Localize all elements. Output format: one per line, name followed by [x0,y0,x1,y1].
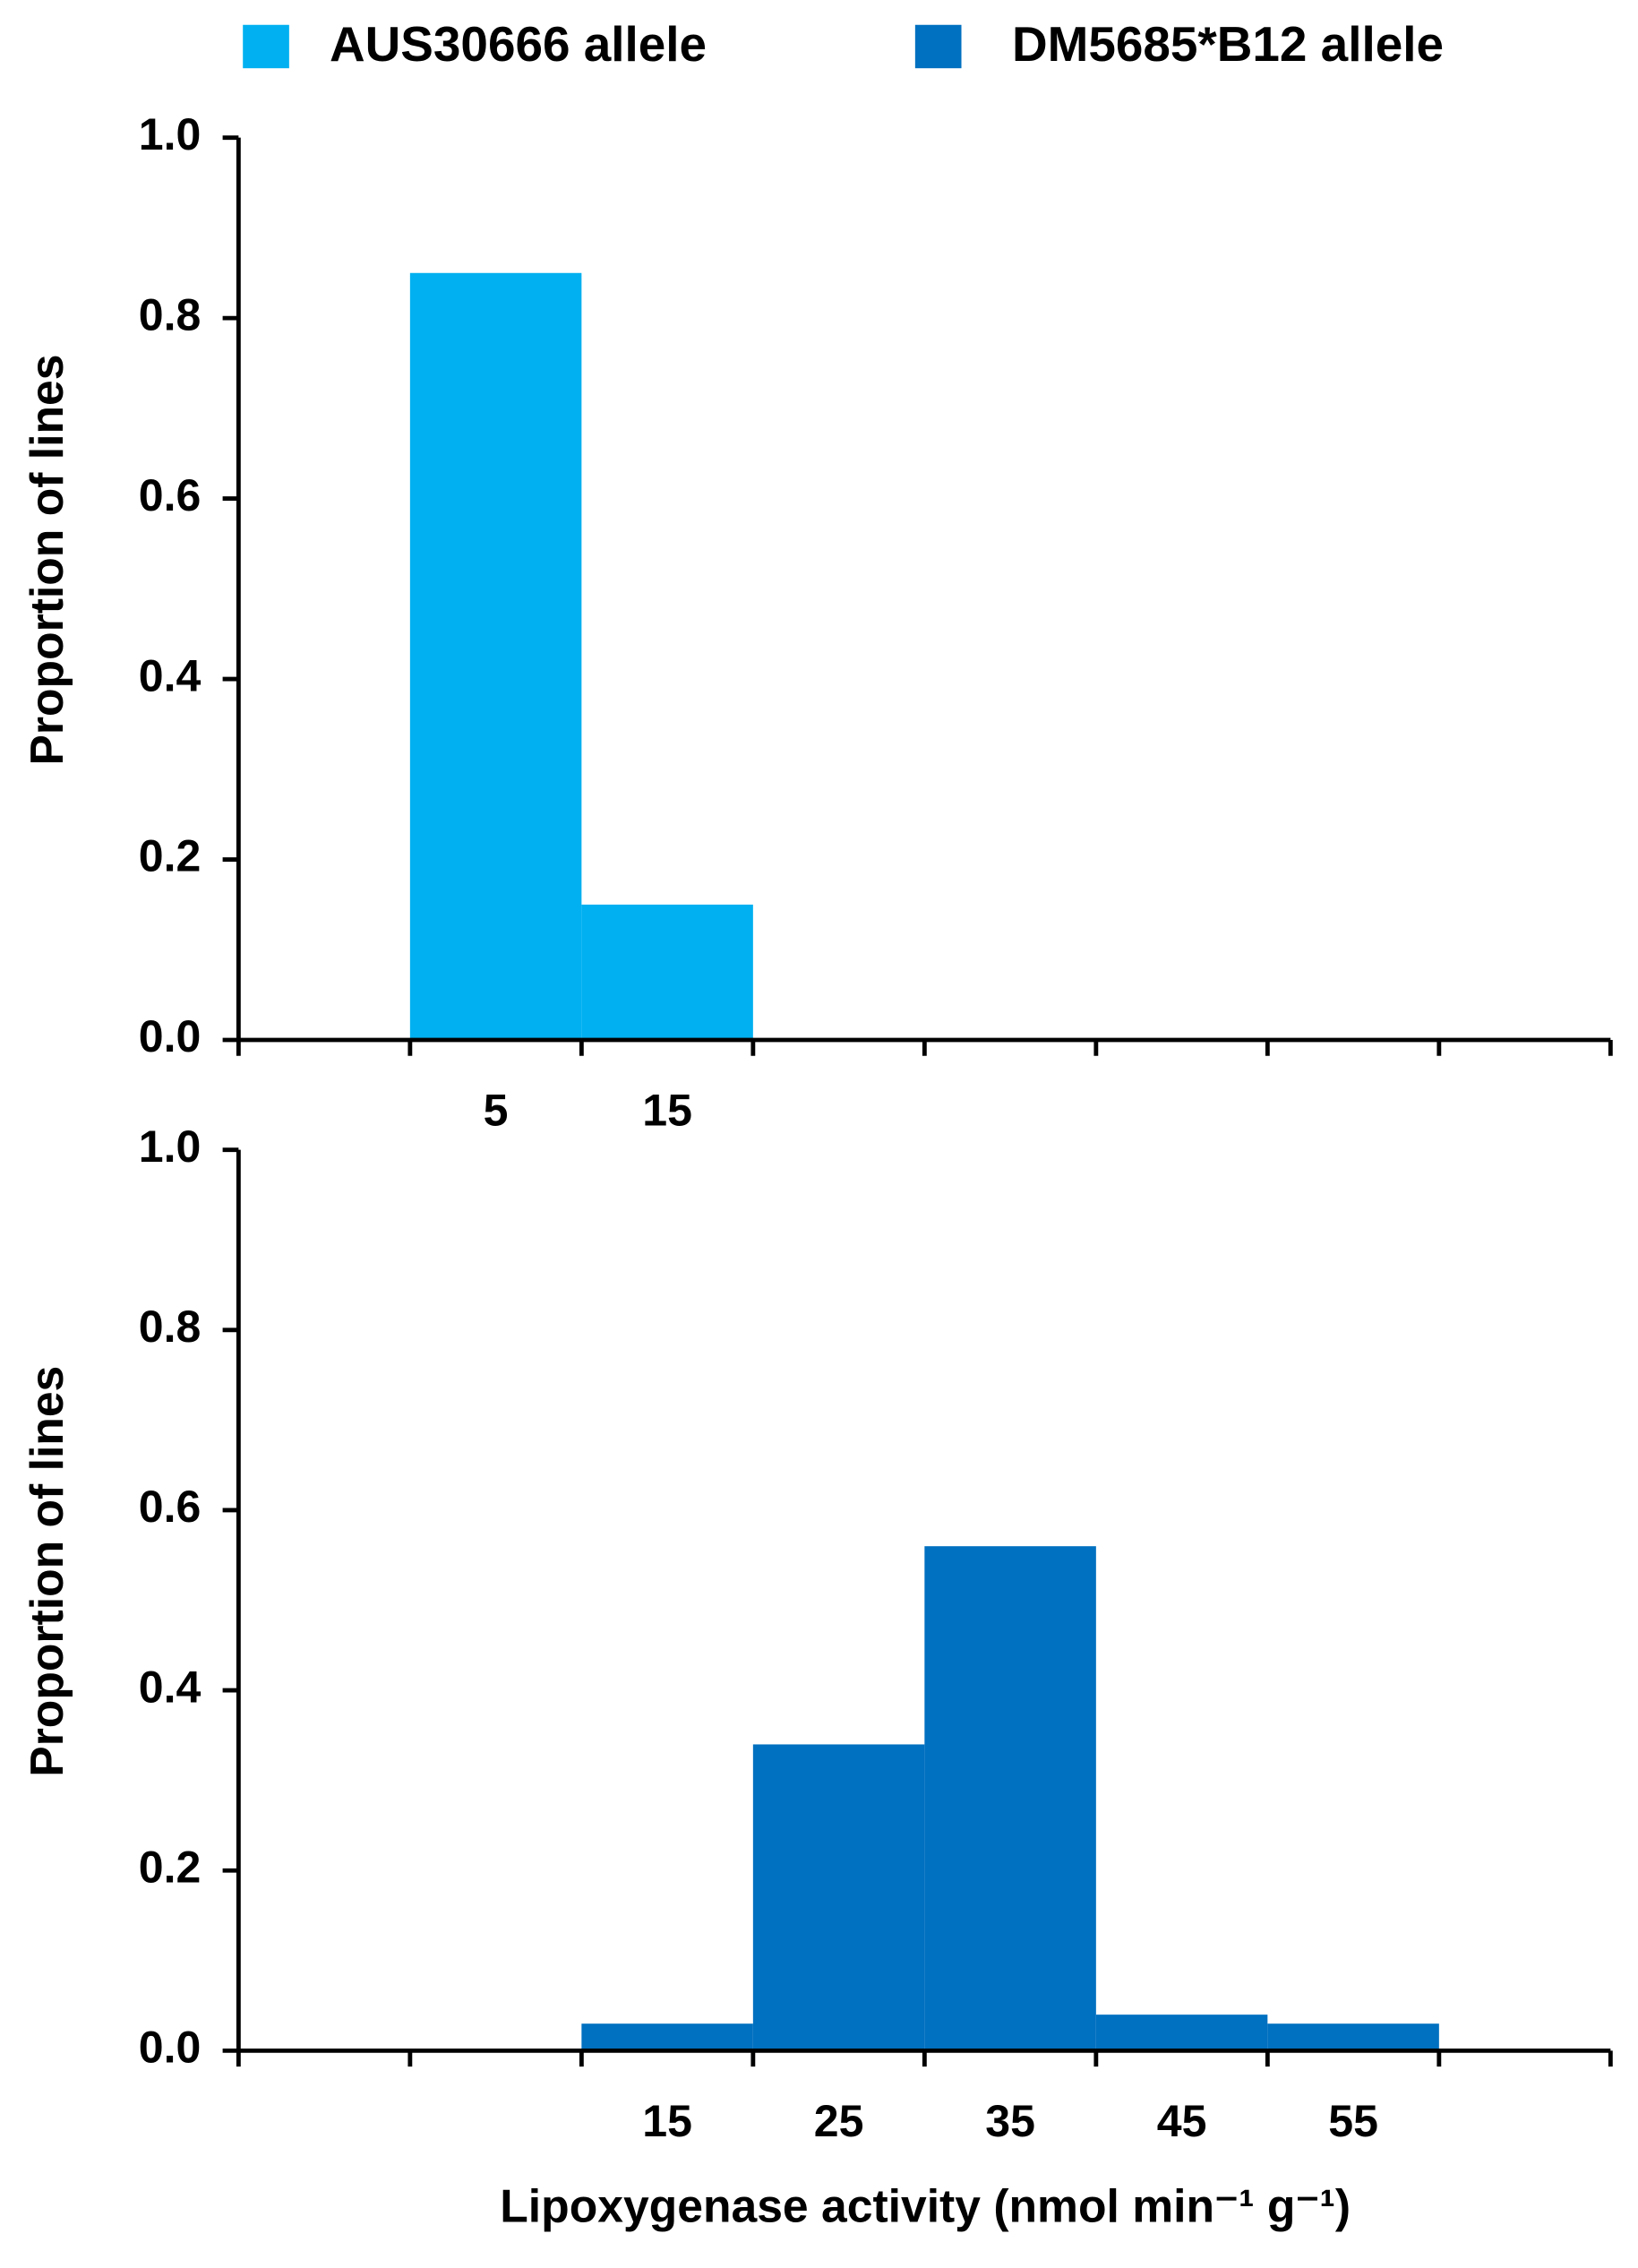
y-tick-label: 0.0 [139,2023,202,2073]
y-tick-label: 0.6 [139,470,202,520]
bar [924,1546,1096,2051]
legend-swatch [914,24,962,69]
legend-label: DM5685*B12 allele [1012,16,1444,72]
y-tick-label: 1.0 [139,1121,202,1172]
x-tick-label: 15 [642,2096,692,2146]
y-axis-label: Proportion of lines [21,1366,73,1777]
x-tick-label: 15 [642,1086,692,1136]
y-tick-label: 0.6 [139,1482,202,1532]
x-axis-label: Lipoxygenase activity (nmol min⁻¹ g⁻¹) [500,2180,1351,2232]
bar [409,272,582,1040]
y-axis-label: Proportion of lines [21,355,73,766]
x-tick-label: 55 [1328,2096,1378,2146]
y-tick-label: 0.8 [139,1302,202,1352]
bar [752,1744,925,2051]
y-tick-label: 0.4 [139,1662,202,1712]
x-tick-label: 5 [484,1086,509,1136]
bar [1267,2023,1439,2051]
bar [581,904,753,1040]
bar [581,2023,753,2051]
y-tick-label: 0.2 [139,831,202,881]
y-tick-label: 0.0 [139,1011,202,1061]
legend-label: AUS30666 allele [330,16,707,72]
x-tick-label: 25 [814,2096,864,2146]
y-tick-label: 1.0 [139,109,202,159]
y-tick-label: 0.4 [139,650,202,700]
bar [1095,2015,1268,2051]
y-tick-label: 0.8 [139,289,202,339]
x-tick-label: 45 [1157,2096,1207,2146]
y-tick-label: 0.2 [139,1842,202,1892]
legend-swatch [243,24,289,69]
x-tick-label: 35 [985,2096,1035,2146]
